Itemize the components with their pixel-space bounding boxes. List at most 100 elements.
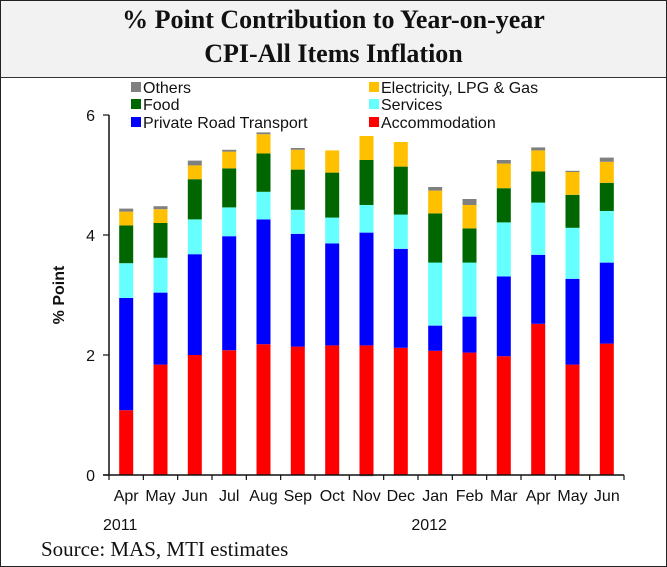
bar-segment-accommodation-14	[599, 343, 614, 475]
bar-segment-food-6	[325, 172, 340, 218]
bar-segment-food-5	[290, 169, 305, 210]
bar-segment-private-road-transport-13	[565, 278, 580, 365]
bar-segment-private-road-transport-4	[256, 219, 271, 345]
legend-item-food: Food	[131, 97, 179, 114]
bar-segment-electricity-lpg-gas-5	[290, 149, 305, 170]
x-tick-label: Feb	[456, 488, 484, 505]
legend-item-electricity-lpg-gas: Electricity, LPG & Gas	[369, 80, 538, 97]
y-tick-label: 0	[86, 468, 95, 485]
bar-segment-electricity-lpg-gas-6	[325, 150, 340, 173]
legend-item-accommodation: Accommodation	[369, 115, 496, 132]
bar-segment-others-10	[462, 199, 477, 205]
legend-item-private-road-transport: Private Road Transport	[131, 115, 308, 132]
bar-segment-food-0	[119, 225, 134, 264]
legend-swatch	[131, 99, 141, 109]
bar-segment-accommodation-4	[256, 344, 271, 475]
bar-segment-private-road-transport-10	[462, 316, 477, 353]
bar-segment-others-2	[187, 160, 202, 166]
bars-group	[119, 132, 614, 477]
legend-swatch	[131, 117, 141, 127]
bar-segment-electricity-lpg-gas-2	[187, 165, 202, 180]
chart-title-line-1: % Point Contribution to Year-on-year	[122, 5, 545, 34]
x-tick-label: Sep	[284, 488, 313, 505]
bar-segment-electricity-lpg-gas-7	[359, 136, 374, 160]
bar-segment-services-2	[187, 219, 202, 255]
bar-segment-accommodation-6	[325, 345, 340, 475]
x-tick-label: Aug	[249, 488, 277, 505]
bar-segment-services-1	[153, 257, 168, 293]
y-tick-label: 2	[86, 348, 95, 365]
bar-segment-services-6	[325, 217, 340, 244]
x-tick-label: Oct	[320, 488, 345, 505]
bar-segment-private-road-transport-1	[153, 292, 168, 365]
bar-segment-accommodation-8	[393, 347, 408, 475]
bar-segment-accommodation-1	[153, 364, 168, 475]
bar-segment-services-10	[462, 262, 477, 317]
year-label: 2012	[411, 517, 447, 534]
legend-label: Private Road Transport	[143, 115, 308, 132]
bar-segment-services-8	[393, 214, 408, 249]
x-tick-label: Apr	[114, 488, 140, 505]
bar-segment-electricity-lpg-gas-12	[531, 150, 546, 172]
bar-segment-accommodation-11	[496, 356, 511, 475]
bar-segment-accommodation-13	[565, 364, 580, 475]
bar-segment-electricity-lpg-gas-3	[222, 151, 237, 169]
legend-label: Electricity, LPG & Gas	[381, 80, 538, 97]
bar-segment-private-road-transport-2	[187, 254, 202, 355]
legend-swatch	[369, 99, 379, 109]
legend-label: Accommodation	[381, 115, 496, 132]
bar-segment-food-3	[222, 168, 237, 208]
bar-segment-others-5	[290, 148, 305, 150]
x-tick-label: Jun	[594, 488, 620, 505]
bar-segment-electricity-lpg-gas-13	[565, 172, 580, 195]
year-label: 2011	[103, 517, 138, 534]
x-tick-label: May	[145, 488, 175, 505]
bar-segment-electricity-lpg-gas-1	[153, 209, 168, 223]
bar-segment-private-road-transport-3	[222, 236, 237, 351]
legend-item-others: Others	[131, 80, 191, 97]
x-tick-label: Jan	[422, 488, 448, 505]
legend-group: Others Electricity, LPG & Gas Food Services…	[131, 80, 538, 132]
bar-segment-electricity-lpg-gas-9	[428, 190, 443, 214]
bar-segment-others-3	[222, 149, 237, 152]
bar-segment-others-11	[496, 160, 511, 164]
y-tick-label: 6	[86, 108, 95, 125]
bar-segment-accommodation-2	[187, 355, 202, 475]
bar-segment-private-road-transport-9	[428, 325, 443, 351]
bar-segment-services-11	[496, 222, 511, 277]
x-tick-label: Mar	[490, 488, 518, 505]
bar-segment-services-9	[428, 262, 443, 326]
x-tick-label: Dec	[387, 488, 415, 505]
legend-swatch	[369, 82, 379, 92]
bar-segment-private-road-transport-6	[325, 243, 340, 346]
bar-segment-services-14	[599, 211, 614, 263]
bar-segment-food-4	[256, 153, 271, 192]
bar-segment-food-14	[599, 182, 614, 211]
bar-segment-food-11	[496, 188, 511, 223]
source-note: Source: MAS, MTI estimates	[41, 537, 289, 561]
bar-segment-accommodation-7	[359, 345, 374, 475]
bar-segment-others-1	[153, 206, 168, 210]
bar-segment-food-9	[428, 213, 443, 263]
bar-segment-electricity-lpg-gas-8	[393, 142, 408, 167]
bar-segment-food-2	[187, 179, 202, 220]
title-box: % Point Contribution to Year-on-year CPI…	[1, 1, 666, 78]
legend-item-services: Services	[369, 97, 442, 114]
bar-segment-private-road-transport-8	[393, 248, 408, 348]
bar-segment-accommodation-0	[119, 410, 134, 475]
legend-label: Services	[381, 97, 442, 114]
legend-swatch	[131, 82, 141, 92]
bar-segment-services-5	[290, 209, 305, 234]
bar-segment-food-8	[393, 166, 408, 215]
bar-segment-accommodation-10	[462, 352, 477, 475]
x-tick-label: Jun	[182, 488, 208, 505]
bar-segment-services-12	[531, 202, 546, 255]
bar-segment-services-7	[359, 205, 374, 233]
legend-label: Food	[143, 97, 179, 114]
bar-segment-services-3	[222, 207, 237, 237]
bar-segment-food-1	[153, 223, 168, 258]
bar-segment-others-12	[531, 147, 546, 151]
bar-segment-services-13	[565, 227, 580, 279]
bar-segment-food-12	[531, 171, 546, 203]
